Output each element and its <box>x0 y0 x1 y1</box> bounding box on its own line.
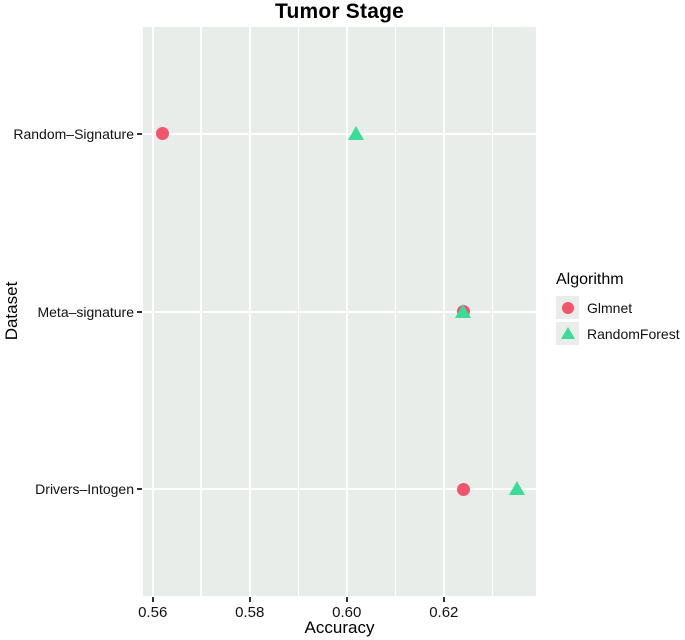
x-axis-tick-label: 0.56 <box>138 604 168 621</box>
x-axis-tick-label: 0.62 <box>429 604 459 621</box>
y-axis-tick-label: Random–Signature <box>13 125 134 142</box>
x-axis-tick-label: 0.58 <box>235 604 265 621</box>
x-axis-tick <box>345 597 348 602</box>
x-axis-title: Accuracy <box>304 618 375 637</box>
x-axis-tick <box>151 597 154 602</box>
legend: Algorithm Glmnet RandomForest <box>556 271 680 348</box>
data-point-randomforest <box>455 303 472 318</box>
y-axis-tick <box>137 132 142 135</box>
x-axis-tick-label: 0.60 <box>332 604 362 621</box>
y-axis-title: Dataset <box>2 281 21 341</box>
major-gridline <box>143 488 536 491</box>
legend-items: Glmnet RandomForest <box>556 296 680 345</box>
legend-item-label: RandomForest <box>587 325 680 342</box>
legend-title: Algorithm <box>556 271 624 288</box>
plot-panel <box>143 27 536 596</box>
major-gridline <box>143 310 536 313</box>
major-gridline <box>143 132 536 135</box>
legend-item-glmnet: Glmnet <box>556 296 680 319</box>
data-point-glmnet <box>456 482 470 496</box>
y-axis-tick <box>137 310 142 313</box>
legend-key-glyph <box>560 327 575 339</box>
y-axis-tick <box>137 488 142 491</box>
data-point-randomforest <box>348 125 365 140</box>
x-axis-tick <box>248 597 251 602</box>
chart-title: Tumor Stage <box>275 0 404 23</box>
legend-item-label: Glmnet <box>587 299 633 316</box>
data-point-randomforest <box>508 481 525 496</box>
circle-marker-icon <box>556 296 579 319</box>
legend-item-randomforest: RandomForest <box>556 322 680 345</box>
legend-key-glyph <box>561 301 574 314</box>
data-point-glmnet <box>155 127 169 141</box>
triangle-marker-icon <box>556 322 579 345</box>
x-axis-tick <box>442 597 445 602</box>
y-axis-tick-label: Meta–signature <box>37 303 134 320</box>
y-axis-tick-label: Drivers–Intogen <box>35 481 134 498</box>
